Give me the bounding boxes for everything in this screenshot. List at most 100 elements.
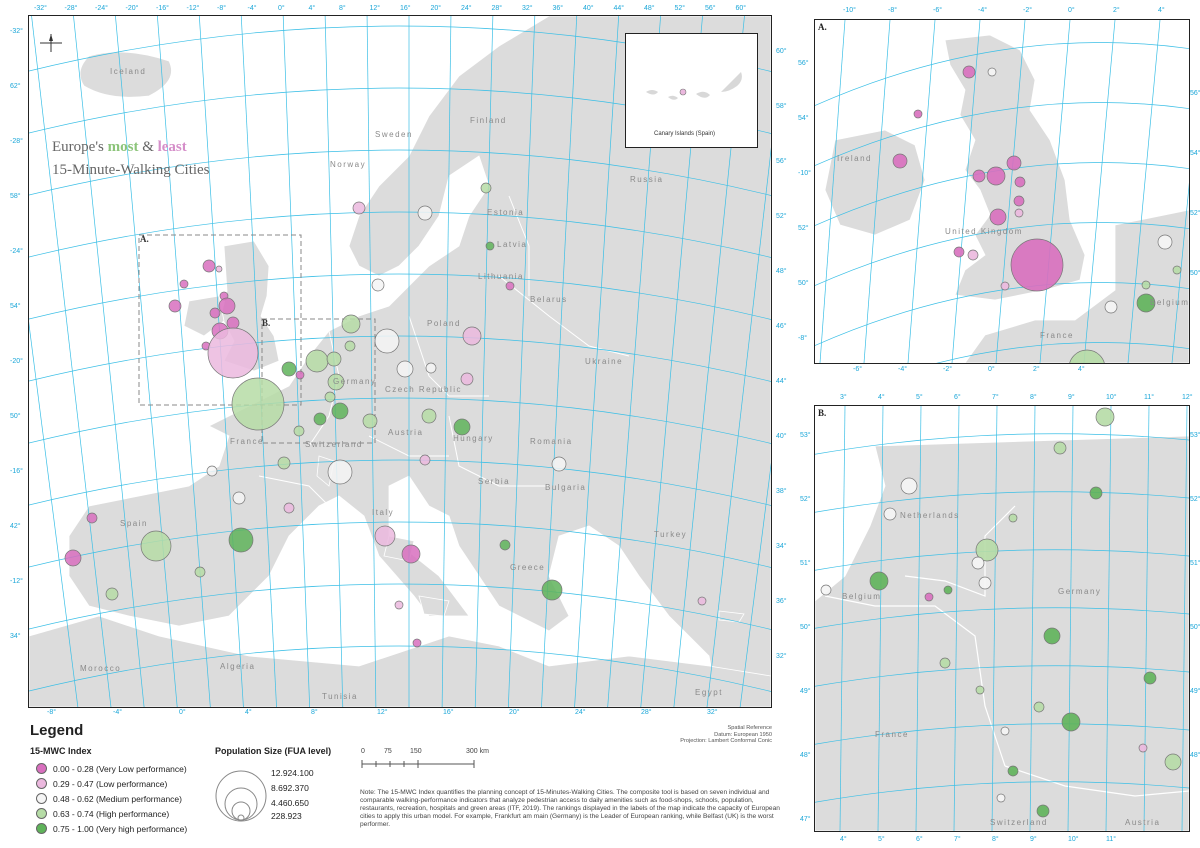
city-marker[interactable]	[215, 265, 223, 273]
city-marker[interactable]	[168, 299, 182, 313]
city-marker[interactable]	[1138, 743, 1148, 753]
city-marker[interactable]	[975, 685, 985, 695]
city-marker[interactable]	[326, 351, 342, 367]
city-marker[interactable]	[362, 413, 378, 429]
city-marker[interactable]	[1008, 513, 1018, 523]
city-marker[interactable]	[324, 391, 336, 403]
city-marker[interactable]	[679, 88, 687, 96]
city-marker[interactable]	[1143, 671, 1157, 685]
city-marker[interactable]	[86, 512, 98, 524]
city-marker[interactable]	[869, 571, 889, 591]
city-marker[interactable]	[194, 566, 206, 578]
city-marker[interactable]	[277, 456, 291, 470]
city-marker[interactable]	[344, 340, 356, 352]
city-marker[interactable]	[218, 297, 236, 315]
city-marker[interactable]	[371, 278, 385, 292]
city-marker[interactable]	[978, 576, 992, 590]
city-marker[interactable]	[202, 259, 216, 273]
city-marker[interactable]	[939, 657, 951, 669]
city-marker[interactable]	[480, 182, 492, 194]
city-marker[interactable]	[913, 109, 923, 119]
city-marker[interactable]	[924, 592, 934, 602]
city-marker[interactable]	[485, 241, 495, 251]
city-marker[interactable]	[283, 502, 295, 514]
city-marker[interactable]	[281, 361, 297, 377]
city-marker[interactable]	[327, 459, 353, 485]
city-marker[interactable]	[1157, 234, 1173, 250]
city-marker[interactable]	[989, 208, 1007, 226]
city-marker[interactable]	[232, 491, 246, 505]
city-marker[interactable]	[412, 638, 422, 648]
city-marker[interactable]	[327, 373, 345, 391]
city-marker[interactable]	[64, 549, 82, 567]
city-marker[interactable]	[892, 153, 908, 169]
city-marker[interactable]	[417, 205, 433, 221]
city-marker[interactable]	[1013, 195, 1025, 207]
city-marker[interactable]	[209, 307, 221, 319]
city-marker[interactable]	[394, 600, 404, 610]
city-marker[interactable]	[1000, 726, 1010, 736]
city-marker[interactable]	[305, 349, 329, 373]
city-marker[interactable]	[1061, 712, 1081, 732]
city-marker[interactable]	[883, 507, 897, 521]
city-marker[interactable]	[1007, 765, 1019, 777]
city-marker[interactable]	[1141, 280, 1151, 290]
city-marker[interactable]	[551, 456, 567, 472]
city-marker[interactable]	[962, 65, 976, 79]
city-marker[interactable]	[419, 454, 431, 466]
city-marker[interactable]	[179, 279, 189, 289]
city-marker[interactable]	[425, 362, 437, 374]
city-marker[interactable]	[943, 585, 953, 595]
city-marker[interactable]	[541, 579, 563, 601]
city-marker[interactable]	[953, 246, 965, 258]
city-marker[interactable]	[401, 544, 421, 564]
city-marker[interactable]	[341, 314, 361, 334]
city-marker[interactable]	[453, 418, 471, 436]
city-marker[interactable]	[1043, 627, 1061, 645]
city-marker[interactable]	[1089, 486, 1103, 500]
city-marker[interactable]	[331, 402, 349, 420]
city-marker[interactable]	[996, 793, 1006, 803]
city-marker[interactable]	[820, 584, 832, 596]
city-marker[interactable]	[293, 425, 305, 437]
city-marker[interactable]	[986, 166, 1006, 186]
city-marker[interactable]	[206, 465, 218, 477]
city-marker[interactable]	[1095, 407, 1115, 427]
city-marker[interactable]	[1014, 176, 1026, 188]
city-marker[interactable]	[396, 360, 414, 378]
city-marker[interactable]	[226, 316, 240, 330]
city-marker[interactable]	[1006, 155, 1022, 171]
city-marker[interactable]	[352, 201, 366, 215]
inset-a-map[interactable]	[814, 19, 1190, 364]
city-marker[interactable]	[295, 370, 305, 380]
city-marker[interactable]	[1136, 293, 1156, 313]
city-marker[interactable]	[105, 587, 119, 601]
city-marker[interactable]	[1036, 804, 1050, 818]
city-marker[interactable]	[1000, 281, 1010, 291]
city-marker[interactable]	[697, 596, 707, 606]
city-marker[interactable]	[1164, 753, 1182, 771]
city-marker[interactable]	[207, 327, 259, 379]
inset-b-map[interactable]	[814, 405, 1190, 832]
city-marker[interactable]	[374, 328, 400, 354]
city-marker[interactable]	[499, 539, 511, 551]
city-marker[interactable]	[460, 372, 474, 386]
city-marker[interactable]	[421, 408, 437, 424]
city-marker[interactable]	[1104, 300, 1118, 314]
city-marker[interactable]	[987, 67, 997, 77]
city-marker[interactable]	[1069, 349, 1105, 363]
city-marker[interactable]	[313, 412, 327, 426]
city-marker[interactable]	[140, 530, 172, 562]
city-marker[interactable]	[228, 527, 254, 553]
city-marker[interactable]	[1172, 265, 1182, 275]
city-marker[interactable]	[967, 249, 979, 261]
city-marker[interactable]	[231, 377, 285, 431]
city-marker[interactable]	[971, 556, 985, 570]
city-marker[interactable]	[462, 326, 482, 346]
city-marker[interactable]	[1053, 441, 1067, 455]
city-marker[interactable]	[1010, 238, 1064, 292]
city-marker[interactable]	[975, 538, 999, 562]
city-marker[interactable]	[1014, 208, 1024, 218]
city-marker[interactable]	[972, 169, 986, 183]
city-marker[interactable]	[374, 525, 396, 547]
